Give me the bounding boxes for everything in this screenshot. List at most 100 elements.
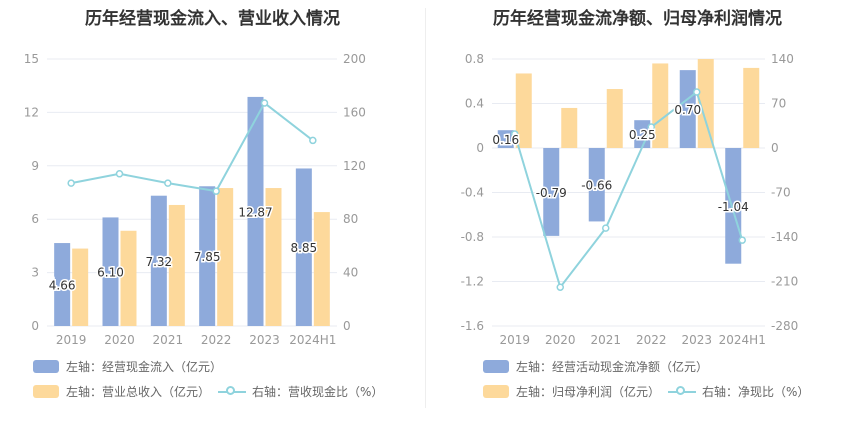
left-axis-tick-label: 0 xyxy=(31,319,39,333)
right-axis-tick-label: -70 xyxy=(771,186,791,200)
left-axis-tick-label: -1.6 xyxy=(461,319,484,333)
right-chart-title: 历年经营现金流净额、归母净利润情况 xyxy=(493,9,782,29)
bar-data-label: 0.25 xyxy=(629,128,656,142)
left-axis-tick-label: -1.2 xyxy=(461,275,484,289)
bar-series2 xyxy=(120,230,137,326)
right-axis-tick-label: 140 xyxy=(771,52,794,66)
bar-data-label: 4.66 xyxy=(49,279,76,293)
bar-data-label: 0.16 xyxy=(492,133,519,147)
right-axis-tick-label: 80 xyxy=(343,212,358,226)
bar-data-label: 6.10 xyxy=(97,266,124,280)
right-axis-tick-label: 120 xyxy=(343,159,366,173)
ratio-line xyxy=(513,90,744,290)
x-axis-category-label: 2020 xyxy=(545,333,576,347)
right-legend-bar1-swatch xyxy=(483,360,509,373)
left-legend-bar1[interactable]: 左轴：经营现金流入（亿元） xyxy=(33,358,222,375)
panel-divider xyxy=(425,8,426,408)
x-axis-category-label: 2021 xyxy=(153,333,184,347)
right-axis-tick-label: -280 xyxy=(771,319,798,333)
x-axis-category-label: 2019 xyxy=(499,333,530,347)
left-chart-svg: 0 3 6 9 12 15 0 40 80 120 160 200 2019 2020 2021 2022 20… xyxy=(24,52,366,347)
bar-data-label: -1.04 xyxy=(718,200,749,214)
left-legend-line[interactable]: 右轴：营收现金比（%） xyxy=(218,383,383,400)
left-legend-bar2-label: 左轴：营业总收入（亿元） xyxy=(66,385,211,399)
right-axis-tick-label: 200 xyxy=(343,52,366,66)
bar-data-label: 12.87 xyxy=(238,205,272,219)
ratio-line-point xyxy=(115,170,124,178)
right-legend-bar1[interactable]: 左轴：经营活动现金流净额（亿元） xyxy=(483,358,708,375)
right-legend-line-icon xyxy=(668,385,696,399)
ratio-line-point xyxy=(164,179,172,187)
ratio-line-point xyxy=(260,99,269,107)
ratio-line-point xyxy=(556,283,564,291)
right-axis-tick-label: 70 xyxy=(771,97,786,111)
left-chart-title: 历年经营现金流入、营业收入情况 xyxy=(85,9,340,29)
right-legend-bar1-label: 左轴：经营活动现金流净额（亿元） xyxy=(516,360,709,374)
left-axis-tick-label: -0.4 xyxy=(461,186,484,200)
bar-data-label: 7.85 xyxy=(194,250,221,264)
right-legend-line[interactable]: 右轴：净现比（%） xyxy=(668,383,809,400)
x-axis-category-label: 2020 xyxy=(104,333,135,347)
left-axis-tick-label: 0 xyxy=(476,141,484,155)
left-axis-tick-label: 6 xyxy=(31,212,39,226)
right-axis-tick-label: -210 xyxy=(771,275,798,289)
left-axis-tick-label: 15 xyxy=(24,52,39,66)
right-chart-panel: 历年经营现金流净额、归母净利润情况 -1.6 -1.2 -0.8 -0.4 0 0.4 0.… xyxy=(425,0,850,437)
bar-data-label: -0.66 xyxy=(581,179,612,193)
bar-series1 xyxy=(102,217,119,326)
ratio-line-point xyxy=(67,179,75,187)
x-axis-category-label: 2024H1 xyxy=(289,333,336,347)
right-legend-bar2[interactable]: 左轴：归母净利润（亿元） xyxy=(483,383,660,400)
ratio-line-point xyxy=(309,136,317,145)
bar-series1 xyxy=(247,96,264,326)
left-axis-tick-label: 0.4 xyxy=(465,97,484,111)
bar-series2 xyxy=(515,73,532,148)
bar-series2 xyxy=(168,204,185,326)
bar-series2 xyxy=(606,89,623,148)
right-axis-tick-label: -140 xyxy=(771,230,798,244)
bar-series2 xyxy=(697,59,714,148)
right-axis-tick-label: 0 xyxy=(343,319,351,333)
bar-series2 xyxy=(313,212,330,326)
left-legend-line-label: 右轴：营收现金比（%） xyxy=(252,385,384,399)
bar-series1 xyxy=(679,70,696,148)
left-legend-bar2[interactable]: 左轴：营业总收入（亿元） xyxy=(33,383,210,400)
bar-series1 xyxy=(54,243,71,326)
x-axis-category-label: 2024H1 xyxy=(719,333,766,347)
right-legend-line-label: 右轴：净现比（%） xyxy=(702,385,810,399)
left-legend-bar1-swatch xyxy=(33,360,59,373)
ratio-line-point xyxy=(738,236,746,244)
bar-series2 xyxy=(217,188,234,326)
right-axis-tick-label: 0 xyxy=(771,141,779,155)
bar-series1 xyxy=(725,148,742,264)
left-axis-tick-label: 3 xyxy=(31,266,39,280)
ratio-line-point xyxy=(693,88,701,96)
left-axis-tick-label: 12 xyxy=(24,105,39,119)
x-axis-category-label: 2022 xyxy=(636,333,667,347)
left-legend-bar2-swatch xyxy=(33,385,59,398)
ratio-line xyxy=(70,101,314,193)
ratio-line-point xyxy=(602,224,610,232)
bar-series2 xyxy=(743,67,760,148)
x-axis-category-label: 2023 xyxy=(681,333,712,347)
bar-series1 xyxy=(634,120,651,148)
x-axis-category-label: 2023 xyxy=(249,333,280,347)
left-legend-line-icon xyxy=(218,385,246,399)
left-axis-tick-label: -0.8 xyxy=(461,230,484,244)
right-axis-tick-label: 160 xyxy=(343,105,366,119)
x-axis-category-label: 2022 xyxy=(201,333,232,347)
left-axis-tick-label: 0.8 xyxy=(465,52,484,66)
ratio-line-point xyxy=(511,130,519,138)
right-chart-svg: -1.6 -1.2 -0.8 -0.4 0 0.4 0.8 -280 -210 -140 -70 0 7… xyxy=(461,52,799,347)
bar-series2 xyxy=(561,107,578,148)
bar-series1 xyxy=(543,148,560,236)
bar-series1 xyxy=(497,130,514,148)
bar-series2 xyxy=(652,63,669,149)
bar-series2 xyxy=(265,188,282,326)
right-legend-bar2-label: 左轴：归母净利润（亿元） xyxy=(516,385,661,399)
bar-data-label: 0.70 xyxy=(674,103,701,117)
ratio-line-point xyxy=(212,187,220,195)
x-axis-category-label: 2019 xyxy=(56,333,87,347)
right-legend-bar2-swatch xyxy=(483,385,509,398)
